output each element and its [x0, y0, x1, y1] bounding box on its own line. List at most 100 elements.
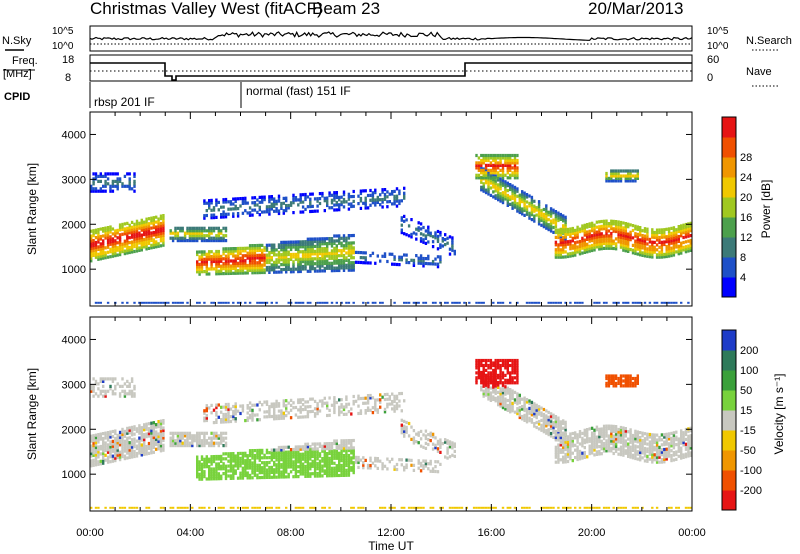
- data-cell: [684, 250, 688, 254]
- data-cell: [203, 216, 206, 220]
- data-cell: [123, 249, 127, 253]
- data-cell: [586, 235, 589, 239]
- data-cell: [191, 506, 194, 509]
- data-cell: [439, 445, 442, 449]
- data-cell: [501, 163, 505, 167]
- data-cell: [523, 198, 526, 203]
- data-cell: [222, 301, 225, 304]
- data-cell: [265, 268, 269, 272]
- data-cell: [345, 263, 348, 267]
- data-cell: [506, 203, 509, 207]
- data-cell: [619, 223, 623, 227]
- data-cell: [338, 236, 341, 240]
- data-cell: [374, 198, 377, 202]
- data-cell: [497, 395, 500, 399]
- data-cell: [212, 441, 216, 445]
- data-cell: [265, 475, 269, 479]
- data-cell: [431, 432, 435, 436]
- data-cell: [232, 252, 235, 256]
- data-cell: [205, 255, 208, 259]
- data-cell: [610, 244, 613, 248]
- data-cell: [256, 261, 259, 265]
- data-cell: [660, 245, 664, 249]
- data-cell: [489, 193, 493, 197]
- data-cell: [439, 462, 442, 466]
- data-cell: [675, 301, 678, 304]
- data-cell: [393, 397, 396, 401]
- data-cell: [241, 476, 245, 480]
- data-cell: [256, 506, 259, 509]
- data-cell: [682, 228, 685, 232]
- data-cell: [326, 261, 329, 265]
- data-cell: [369, 254, 372, 258]
- data-cell: [557, 228, 560, 232]
- data-cell: [403, 434, 406, 438]
- data-cell: [352, 263, 355, 267]
- data-cell: [152, 431, 155, 435]
- data-cell: [171, 231, 175, 235]
- data-cell: [169, 441, 172, 445]
- data-cell: [667, 247, 671, 251]
- data-cell: [92, 377, 95, 381]
- data-cell: [639, 233, 642, 237]
- data-cell: [104, 433, 107, 438]
- data-cell: [318, 454, 322, 458]
- data-cell: [301, 257, 305, 261]
- data-cell: [321, 194, 324, 198]
- data-cell: [232, 301, 235, 304]
- data-cell: [581, 241, 584, 245]
- data-cell: [106, 230, 110, 235]
- data-cell: [641, 229, 644, 233]
- data-cell: [169, 444, 172, 448]
- data-cell: [292, 252, 295, 256]
- data-cell: [215, 418, 218, 422]
- data-cell: [200, 431, 204, 435]
- data-cell: [297, 460, 300, 464]
- data-cell: [439, 450, 442, 454]
- data-cell: [297, 250, 300, 254]
- data-cell: [248, 413, 252, 417]
- data-cell: [677, 249, 680, 253]
- data-cell: [506, 361, 509, 365]
- data-cell: [104, 189, 107, 193]
- data-cell: [287, 401, 290, 405]
- data-cell: [265, 451, 269, 455]
- data-cell: [345, 473, 348, 477]
- data-cell: [680, 301, 683, 304]
- data-cell: [477, 156, 481, 160]
- data-cell: [198, 506, 201, 509]
- data-cell: [145, 506, 148, 509]
- data-cell: [364, 409, 367, 413]
- data-cell: [379, 393, 382, 397]
- data-cell: [393, 189, 396, 193]
- data-cell: [347, 446, 351, 450]
- data-cell: [229, 407, 233, 411]
- data-cell: [516, 153, 519, 158]
- data-cell: [492, 178, 495, 182]
- data-cell: [268, 268, 271, 272]
- data-cell: [116, 382, 119, 386]
- data-cell: [133, 237, 136, 241]
- data-cell: [203, 434, 206, 438]
- data-cell: [614, 220, 618, 224]
- data-cell: [374, 403, 377, 407]
- data-cell: [292, 198, 295, 202]
- data-cell: [292, 211, 295, 215]
- data-cell: [622, 174, 625, 178]
- data-cell: [501, 506, 505, 509]
- data-cell: [436, 237, 440, 241]
- data-cell: [614, 169, 618, 173]
- data-cell: [366, 401, 370, 405]
- data-cell: [564, 218, 567, 222]
- data-cell: [270, 451, 273, 455]
- data-cell: [410, 258, 413, 262]
- data-cell: [487, 172, 490, 176]
- data-cell: [316, 262, 319, 266]
- data-cell: [687, 232, 690, 236]
- data-cell: [159, 422, 163, 426]
- data-cell: [482, 176, 485, 180]
- data-cell: [118, 233, 122, 237]
- data-cell: [162, 419, 165, 423]
- data-cell: [248, 256, 252, 260]
- data-cell: [653, 233, 656, 237]
